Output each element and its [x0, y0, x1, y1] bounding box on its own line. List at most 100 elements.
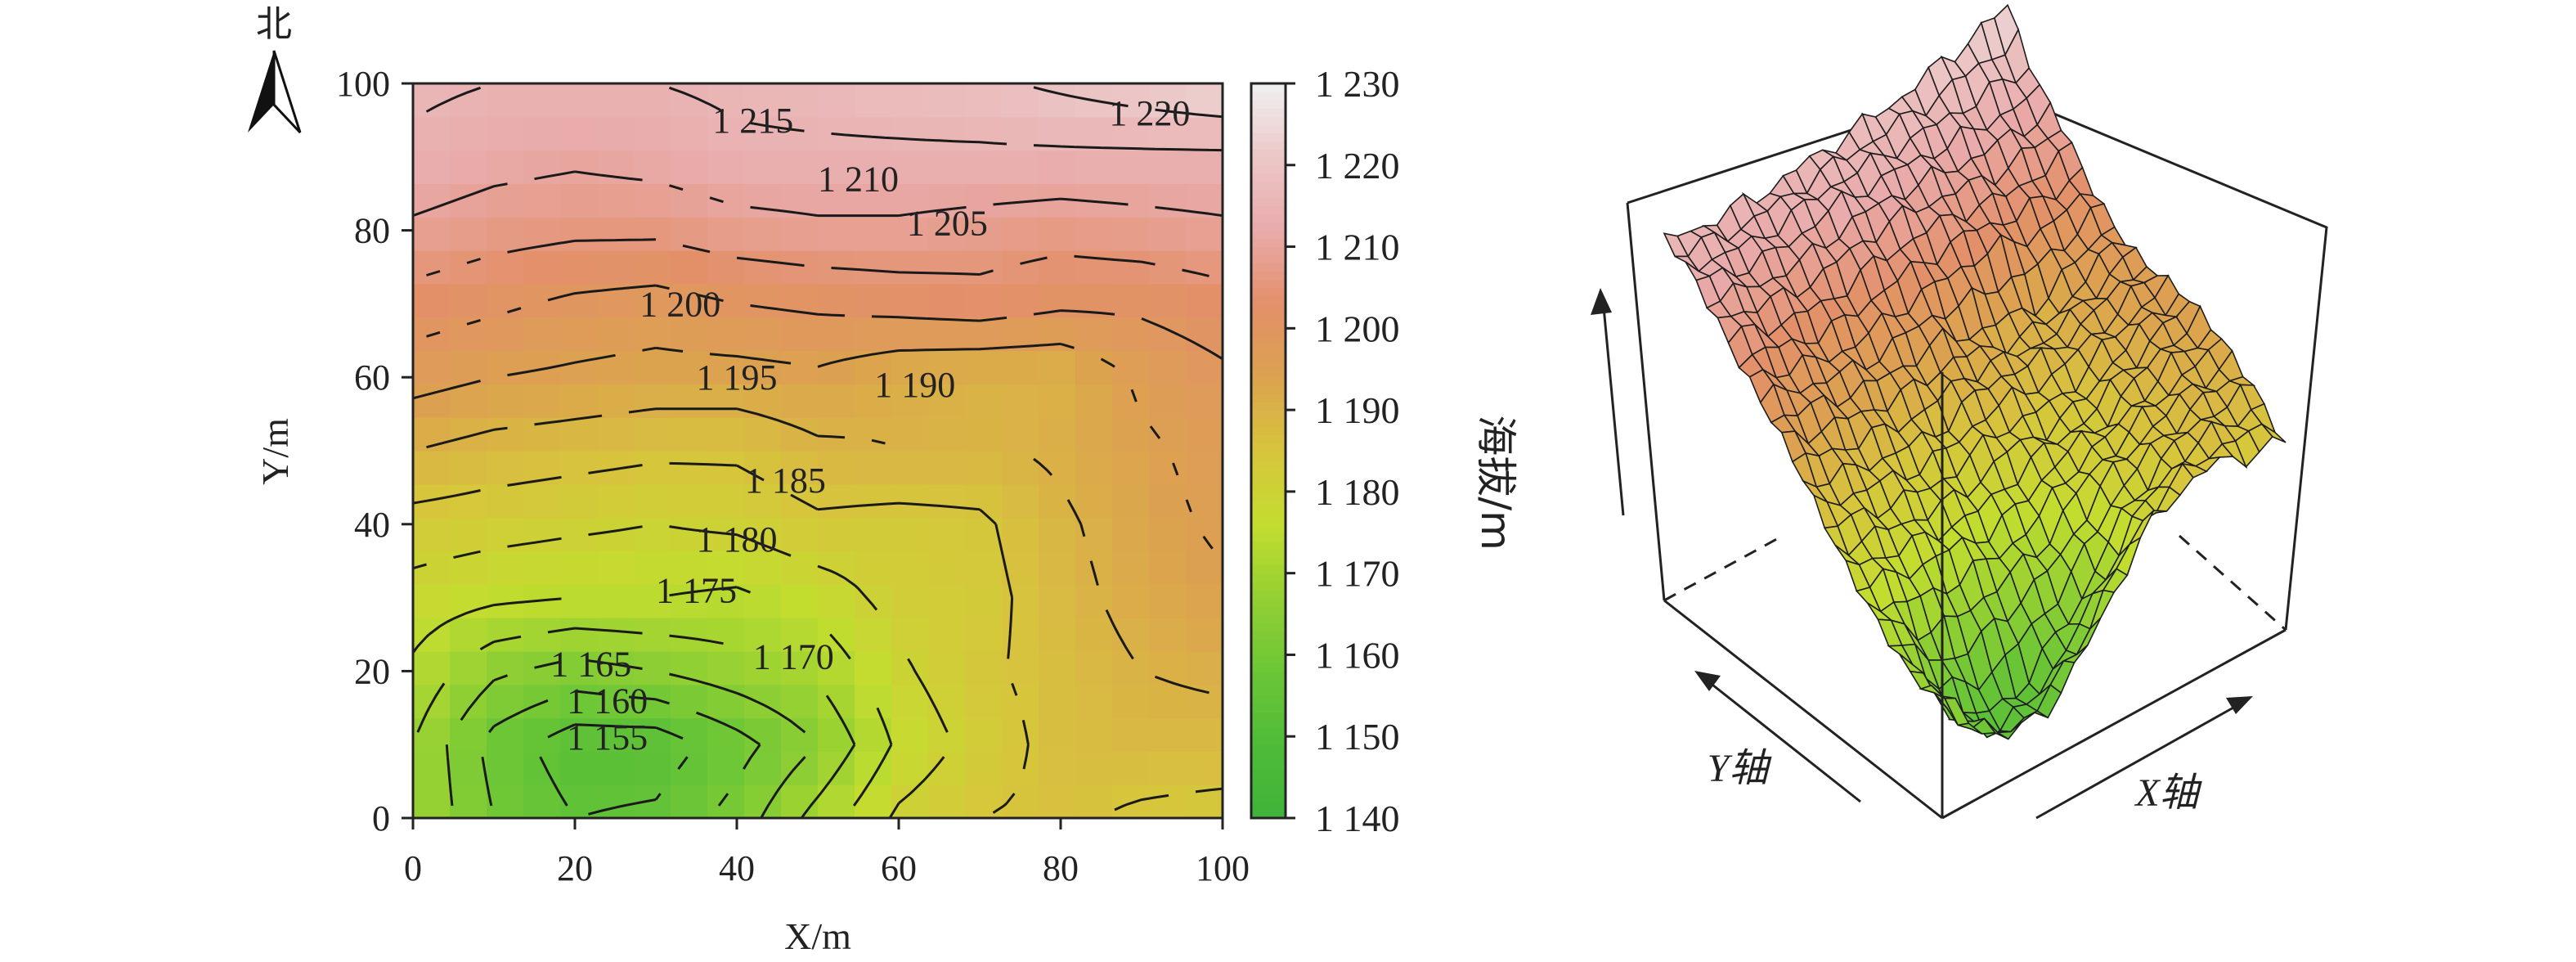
- heat-cell: [928, 618, 966, 652]
- heat-cell: [891, 250, 929, 285]
- heat-cell: [707, 751, 745, 785]
- heat-cell: [671, 684, 708, 719]
- heat-cell: [891, 451, 929, 485]
- heat-cell: [450, 116, 487, 151]
- heat-cell: [1002, 384, 1039, 418]
- heat-cell: [1039, 551, 1076, 585]
- colorbar-band: [1251, 687, 1286, 697]
- y-tick-label: 40: [354, 505, 390, 545]
- heat-cell: [818, 384, 855, 418]
- colorbar-band: [1251, 663, 1286, 672]
- heat-cell: [855, 684, 892, 719]
- heat-cell: [487, 350, 524, 384]
- y-axis: 0 20 40 60 80 100: [336, 64, 413, 838]
- colorbar-band: [1251, 254, 1286, 264]
- heat-cell: [1039, 350, 1076, 384]
- heat-cell: [855, 618, 892, 652]
- heat-cell: [560, 150, 598, 185]
- heat-cell: [671, 551, 708, 585]
- colorbar-band: [1251, 377, 1286, 386]
- heat-cell: [965, 317, 1003, 352]
- heat-cell: [965, 217, 1003, 251]
- heat-cell: [671, 317, 708, 352]
- heat-cell: [965, 283, 1003, 318]
- colorbar-band: [1251, 769, 1286, 778]
- heat-cell: [744, 283, 782, 318]
- colorbar-band: [1251, 344, 1286, 354]
- colorbar-band: [1251, 474, 1286, 484]
- heat-cell: [744, 217, 782, 251]
- x-axis: 0 20 40 60 80 100: [404, 818, 1250, 888]
- heat-cell: [1112, 83, 1150, 118]
- heat-cell: [413, 150, 451, 185]
- colorbar-band: [1251, 654, 1286, 664]
- colorbar-band: [1251, 802, 1286, 811]
- colorbar-band: [1251, 597, 1286, 607]
- colorbar-band: [1251, 434, 1286, 443]
- heat-cell: [413, 551, 451, 585]
- heat-cell: [928, 483, 966, 519]
- heat-cell: [671, 116, 708, 151]
- z-arrow: [1591, 288, 1625, 516]
- colorbar-band: [1251, 793, 1286, 802]
- heat-cell: [560, 283, 598, 318]
- heat-cell: [707, 384, 745, 418]
- heat-cell: [413, 283, 451, 318]
- heat-cell: [781, 517, 819, 552]
- heat-cell: [965, 650, 1003, 686]
- heat-cell: [560, 417, 598, 452]
- heat-cell: [523, 684, 561, 719]
- heat-cell: [707, 283, 745, 318]
- heat-cell: [1002, 451, 1039, 485]
- colorbar-band: [1251, 753, 1286, 762]
- heat-cell: [523, 784, 561, 819]
- heat-cell: [634, 317, 671, 352]
- x-axis-label: X/m: [784, 915, 851, 957]
- heat-cell: [523, 250, 561, 285]
- heat-cell: [1186, 83, 1223, 118]
- heat-cell: [928, 317, 966, 352]
- heat-cell: [1039, 751, 1076, 785]
- heat-cell: [1112, 584, 1150, 618]
- heat-cell: [1075, 650, 1113, 686]
- contour-label: 1 160: [567, 681, 648, 721]
- heat-cell: [671, 451, 708, 485]
- surface-mesh: [1663, 3, 2287, 740]
- heat-cell: [1149, 350, 1187, 384]
- heat-cell: [450, 384, 487, 418]
- heat-cell: [1075, 250, 1113, 285]
- heat-cell: [891, 150, 929, 185]
- heat-cell: [450, 283, 487, 318]
- heat-cell: [818, 350, 855, 384]
- heat-cell: [818, 483, 855, 519]
- heat-cell: [1186, 584, 1223, 618]
- heat-cell: [413, 250, 451, 285]
- heat-cell: [671, 384, 708, 418]
- contour-line: [425, 86, 1223, 152]
- elevation-heatmap: [413, 83, 1223, 819]
- heat-cell: [413, 717, 451, 752]
- heat-cell: [1075, 684, 1113, 719]
- y-axis-arrow: [1694, 671, 1861, 803]
- colorbar-band: [1251, 736, 1286, 745]
- heat-cell: [1002, 717, 1039, 752]
- heat-cell: [891, 116, 929, 151]
- heat-cell: [634, 751, 671, 785]
- heat-cell: [818, 684, 855, 719]
- heat-cell: [450, 217, 487, 251]
- contour-label: 1 205: [907, 204, 988, 244]
- heat-cell: [928, 384, 966, 418]
- heat-cell: [523, 83, 561, 118]
- heat-cell: [1002, 116, 1039, 151]
- heat-cell: [855, 483, 892, 519]
- heat-cell: [928, 584, 966, 618]
- heat-cell: [560, 217, 598, 251]
- colorbar-band: [1251, 205, 1286, 215]
- colorbar-band: [1251, 581, 1286, 591]
- colorbar-band: [1251, 720, 1286, 730]
- heat-cell: [744, 350, 782, 384]
- heat-cell: [671, 751, 708, 785]
- heat-cell: [1112, 417, 1150, 452]
- heat-cell: [487, 451, 524, 485]
- contour-line: [481, 690, 761, 807]
